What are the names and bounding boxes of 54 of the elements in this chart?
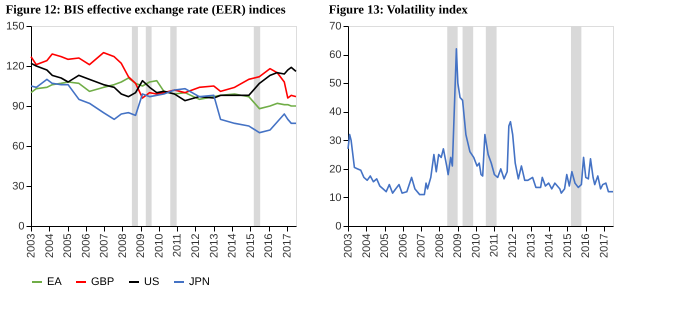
x-tick-label: 2006 — [80, 234, 92, 258]
x-tick-label: 2011 — [488, 234, 501, 258]
x-tick-label: 2012 — [190, 234, 202, 258]
x-tick-label: 2016 — [263, 234, 276, 258]
x-tick-label: 2014 — [226, 234, 239, 258]
legend-label: GBP — [91, 276, 114, 288]
x-tick-label: 2009 — [452, 234, 464, 258]
x-tick-label: 2013 — [525, 234, 538, 258]
x-tick-label: 2005 — [62, 234, 74, 258]
x-tick-label: 2007 — [416, 234, 428, 258]
x-tick-label: 2008 — [116, 234, 129, 258]
x-tick-label: 2004 — [360, 234, 373, 258]
x-tick-label: 2015 — [244, 234, 257, 258]
line-series — [30, 78, 297, 134]
x-tick-label: 2009 — [135, 234, 148, 258]
x-tick-label: 2016 — [580, 234, 592, 258]
x-tick-label: 2006 — [397, 234, 410, 258]
x-tick-label: 2008 — [434, 234, 446, 258]
x-tick-label: 2003 — [342, 234, 354, 258]
y-tick-label: 120 — [6, 60, 24, 72]
x-tick-label: 2003 — [26, 234, 38, 258]
x-tick-label: 2010 — [470, 234, 482, 258]
x-tick-label: 2014 — [544, 234, 556, 258]
x-tick-label: 2005 — [379, 234, 392, 258]
legend-label: US — [144, 276, 160, 288]
x-tick-label: 2011 — [172, 234, 184, 258]
chart-title: Figure 12: BIS effective exchange rate (EER) indices — [6, 2, 286, 16]
x-tick-label: 2012 — [506, 234, 519, 258]
x-tick-label: 2010 — [153, 234, 166, 258]
y-tick-label: 150 — [6, 20, 24, 32]
legend-label: JPN — [189, 276, 210, 288]
x-tick-label: 2013 — [208, 234, 220, 258]
y-tick-label: 60 — [329, 49, 342, 62]
y-tick-label: 0 — [18, 220, 24, 232]
y-tick-label: 40 — [329, 106, 342, 118]
line-series — [347, 48, 614, 196]
y-tick-label: 0 — [335, 220, 342, 232]
x-tick-label: 2007 — [98, 234, 111, 258]
y-tick-label: 20 — [329, 163, 342, 176]
legend-label: EA — [47, 276, 62, 288]
chart-title: Figure 13: Volatility index — [328, 2, 469, 16]
y-tick-label: 30 — [12, 180, 24, 192]
y-tick-label: 10 — [329, 192, 342, 204]
y-tick-label: 70 — [329, 20, 342, 32]
y-tick-label: 30 — [329, 134, 342, 147]
x-tick-label: 2015 — [562, 234, 574, 258]
line-series — [30, 77, 297, 110]
x-tick-label: 2004 — [44, 234, 56, 258]
y-tick-label: 50 — [329, 78, 342, 90]
x-tick-label: 2017 — [598, 234, 610, 258]
line-series — [30, 52, 297, 99]
y-tick-label: 90 — [12, 100, 24, 112]
x-tick-label: 2017 — [281, 234, 294, 258]
y-tick-label: 60 — [12, 140, 24, 152]
